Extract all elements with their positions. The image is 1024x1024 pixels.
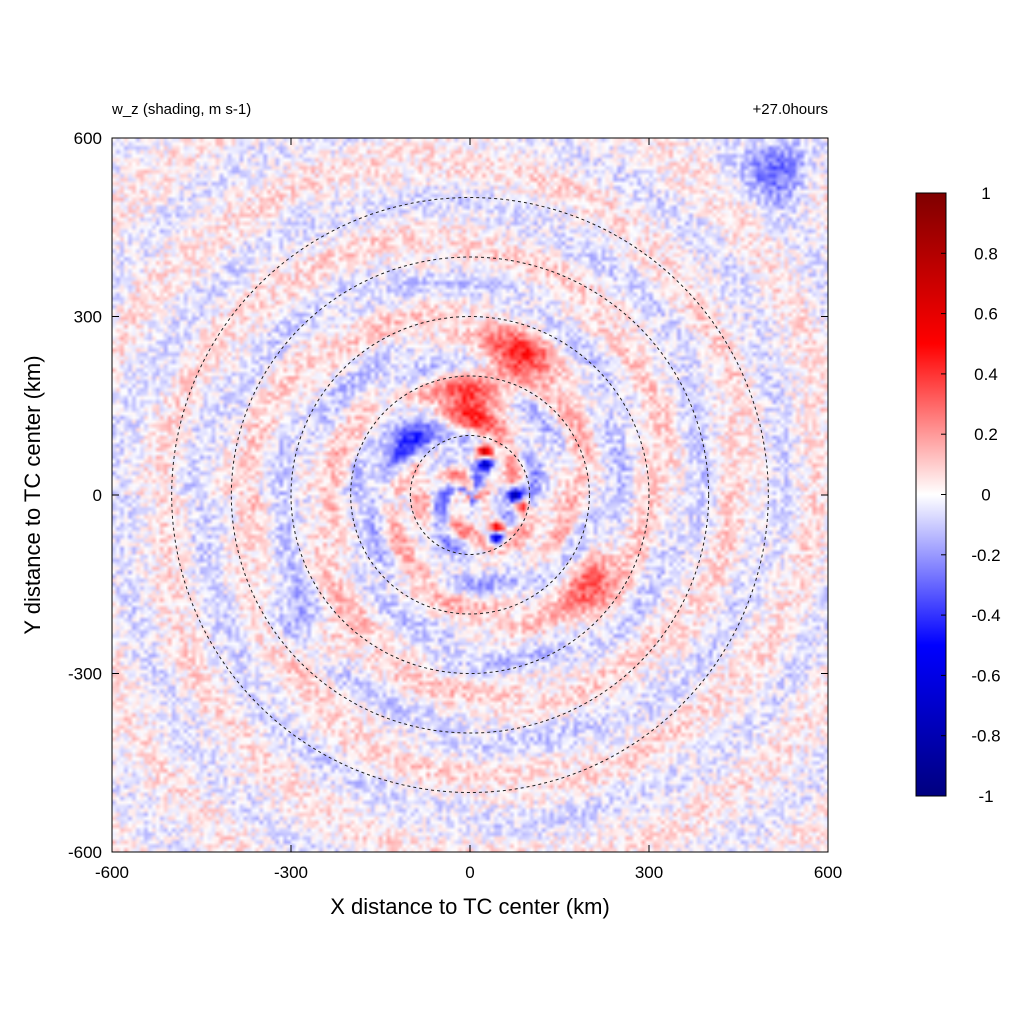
y-tick-label: -600 (68, 843, 102, 862)
x-tick-label: -600 (95, 863, 129, 882)
colorbar-tick-label: 0.6 (974, 305, 998, 324)
colorbar-tick-label: -0.4 (971, 606, 1000, 625)
x-tick-label: 600 (814, 863, 842, 882)
x-tick-label: 0 (465, 863, 474, 882)
range-ring (350, 375, 590, 615)
colorbar-tick-label: -0.8 (971, 727, 1000, 746)
colorbar-tick-label: 0.8 (974, 244, 998, 263)
x-tick-label: -300 (274, 863, 308, 882)
range-ring (409, 435, 531, 555)
y-tick-label: 600 (74, 129, 102, 148)
y-axis-label: Y distance to TC center (km) (20, 355, 45, 634)
x-tick-label: 300 (635, 863, 663, 882)
colorbar-tick-label: -0.2 (971, 546, 1000, 565)
y-tick-label: 300 (74, 308, 102, 327)
y-tick-label: 0 (93, 486, 102, 505)
y-tick-label: -300 (68, 665, 102, 684)
colorbar-tick-label: 1 (981, 184, 990, 203)
x-axis-label: X distance to TC center (km) (330, 894, 610, 919)
colorbar-tick-label: -1 (978, 787, 993, 806)
range-ring (171, 197, 769, 793)
colorbar-tick-label: 0 (981, 486, 990, 505)
vertical-velocity-field (112, 138, 828, 852)
chart-title-right: +27.0hours (752, 101, 828, 118)
range-ring (290, 316, 650, 674)
range-ring (230, 256, 710, 734)
colorbar-tick-label: 0.2 (974, 425, 998, 444)
chart-title-left: w_z (shading, m s-1) (112, 101, 252, 118)
colorbar-tick-label: 0.4 (974, 365, 998, 384)
colorbar-tick-label: -0.6 (971, 666, 1000, 685)
